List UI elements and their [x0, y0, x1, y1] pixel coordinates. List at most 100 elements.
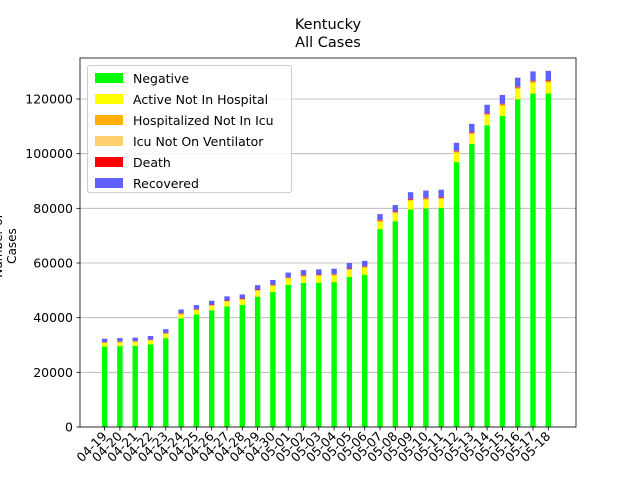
legend-label: Active Not In Hospital [133, 91, 269, 107]
bar-segment-hospitalized-not-in-icu [499, 104, 506, 106]
bar-segment-death [285, 277, 291, 278]
bar-segment-death [239, 298, 245, 300]
bar-segment-death [515, 86, 521, 88]
bar-segment-death [209, 304, 215, 306]
bar-segment-hospitalized-not-in-icu [453, 151, 460, 153]
legend-label: Hospitalized Not In Icu [133, 112, 274, 128]
bar-segment-recovered [254, 285, 261, 290]
bar-segment-active-not-in-hospital [224, 301, 230, 307]
bar-segment-death [469, 132, 475, 133]
bar-segment-active-not-in-hospital [438, 199, 444, 209]
bar-segment-negative [209, 310, 215, 427]
legend-swatch [95, 73, 123, 83]
bar-segment-active-not-in-hospital [239, 299, 245, 305]
bar-segment-death [453, 150, 460, 152]
bar-segment-active-not-in-hospital [530, 82, 536, 94]
bar-segment-negative [224, 306, 230, 427]
legend-swatch [95, 115, 123, 125]
bar-segment-negative [423, 208, 429, 427]
bar-segment-negative [377, 229, 383, 427]
legend-swatch [95, 94, 123, 104]
bar-segment-active-not-in-hospital [515, 88, 521, 100]
bar-segment-recovered [331, 268, 337, 274]
legend-item: Negative [95, 70, 189, 86]
bar-segment-negative [193, 314, 200, 427]
bar-segment-recovered [239, 294, 245, 299]
bar-segment-active-not-in-hospital [285, 278, 291, 285]
bar-segment-death [392, 211, 398, 213]
bar-segment-recovered [285, 272, 291, 278]
bar-segment-hospitalized-not-in-icu [300, 275, 307, 277]
bar-segment-negative [407, 209, 414, 427]
bar-segment-hospitalized-not-in-icu [377, 220, 383, 222]
bar-segment-hospitalized-not-in-icu [438, 198, 444, 200]
legend-label: Recovered [133, 175, 199, 191]
bar-segment-hospitalized-not-in-icu [193, 309, 200, 311]
bar-segment-negative [453, 162, 460, 427]
bar-segment-active-not-in-hospital [147, 340, 154, 345]
bar-segment-active-not-in-hospital [117, 342, 123, 347]
bar-segment-recovered [300, 270, 307, 276]
bar-segment-negative [117, 346, 123, 427]
bar-segment-hospitalized-not-in-icu [132, 341, 138, 342]
bar-segment-death [423, 197, 429, 199]
bar-segment-recovered [224, 296, 230, 301]
bar-segment-negative [285, 284, 291, 427]
bar-segment-hospitalized-not-in-icu [147, 340, 154, 341]
bar-segment-active-not-in-hospital [101, 343, 108, 347]
legend-swatch [95, 136, 123, 146]
bar-segment-active-not-in-hospital [377, 221, 383, 230]
bar-segment-active-not-in-hospital [270, 286, 276, 292]
legend-swatch [95, 178, 123, 188]
bar-segment-death [407, 199, 414, 200]
bar-segment-recovered [392, 205, 398, 212]
bar-segment-negative [545, 93, 551, 428]
bar-segment-hospitalized-not-in-icu [484, 114, 490, 116]
bar-segment-active-not-in-hospital [423, 199, 429, 209]
chart-legend: Negative Active Not In Hospital Hospitaliz… [87, 65, 292, 193]
bar-segment-active-not-in-hospital [209, 305, 215, 311]
bar-segment-negative [530, 93, 536, 428]
bar-segment-negative [469, 143, 475, 427]
bar-segment-hospitalized-not-in-icu [178, 313, 184, 315]
bar-segment-death [270, 284, 276, 286]
bar-segment-recovered [346, 263, 353, 269]
y-tick-label: 60000 [33, 256, 73, 271]
bar-segment-hospitalized-not-in-icu [163, 333, 169, 335]
bar-segment-recovered [453, 142, 460, 151]
bar-segment-death [346, 268, 353, 270]
bar-segment-active-not-in-hospital [254, 291, 261, 297]
bar-segment-hospitalized-not-in-icu [469, 133, 475, 135]
legend-item: Recovered [95, 175, 199, 191]
bar-segment-hospitalized-not-in-icu [407, 200, 414, 201]
bar-segment-recovered [499, 94, 506, 104]
bar-segment-death [438, 197, 444, 198]
bar-segment-recovered [193, 305, 200, 309]
bar-segment-recovered [163, 329, 169, 333]
bar-segment-negative [147, 344, 154, 427]
bar-segment-negative [392, 221, 398, 427]
bar-segment-death [545, 80, 551, 82]
bar-segment-hospitalized-not-in-icu [209, 305, 215, 306]
y-tick-label: 80000 [33, 201, 73, 216]
bar-segment-recovered [407, 192, 414, 200]
bar-segment-hospitalized-not-in-icu [224, 301, 230, 302]
bar-segment-negative [254, 296, 261, 427]
bar-segment-active-not-in-hospital [407, 200, 414, 210]
bar-segment-negative [362, 275, 368, 427]
bar-segment-active-not-in-hospital [193, 310, 200, 315]
bar-segment-active-not-in-hospital [346, 270, 353, 277]
bar-segment-death [178, 313, 184, 314]
bar-segment-hospitalized-not-in-icu [239, 299, 245, 300]
plot-frame [79, 57, 577, 428]
bar-segment-recovered [101, 338, 108, 342]
bar-segment-hospitalized-not-in-icu [545, 81, 551, 83]
bar-segment-negative [270, 291, 276, 427]
bar-segment-death [484, 113, 490, 115]
bar-segment-recovered [178, 309, 184, 314]
y-tick-label: 100000 [25, 146, 73, 161]
bar-segment-death [163, 332, 169, 334]
bar-segment-negative [132, 345, 138, 427]
